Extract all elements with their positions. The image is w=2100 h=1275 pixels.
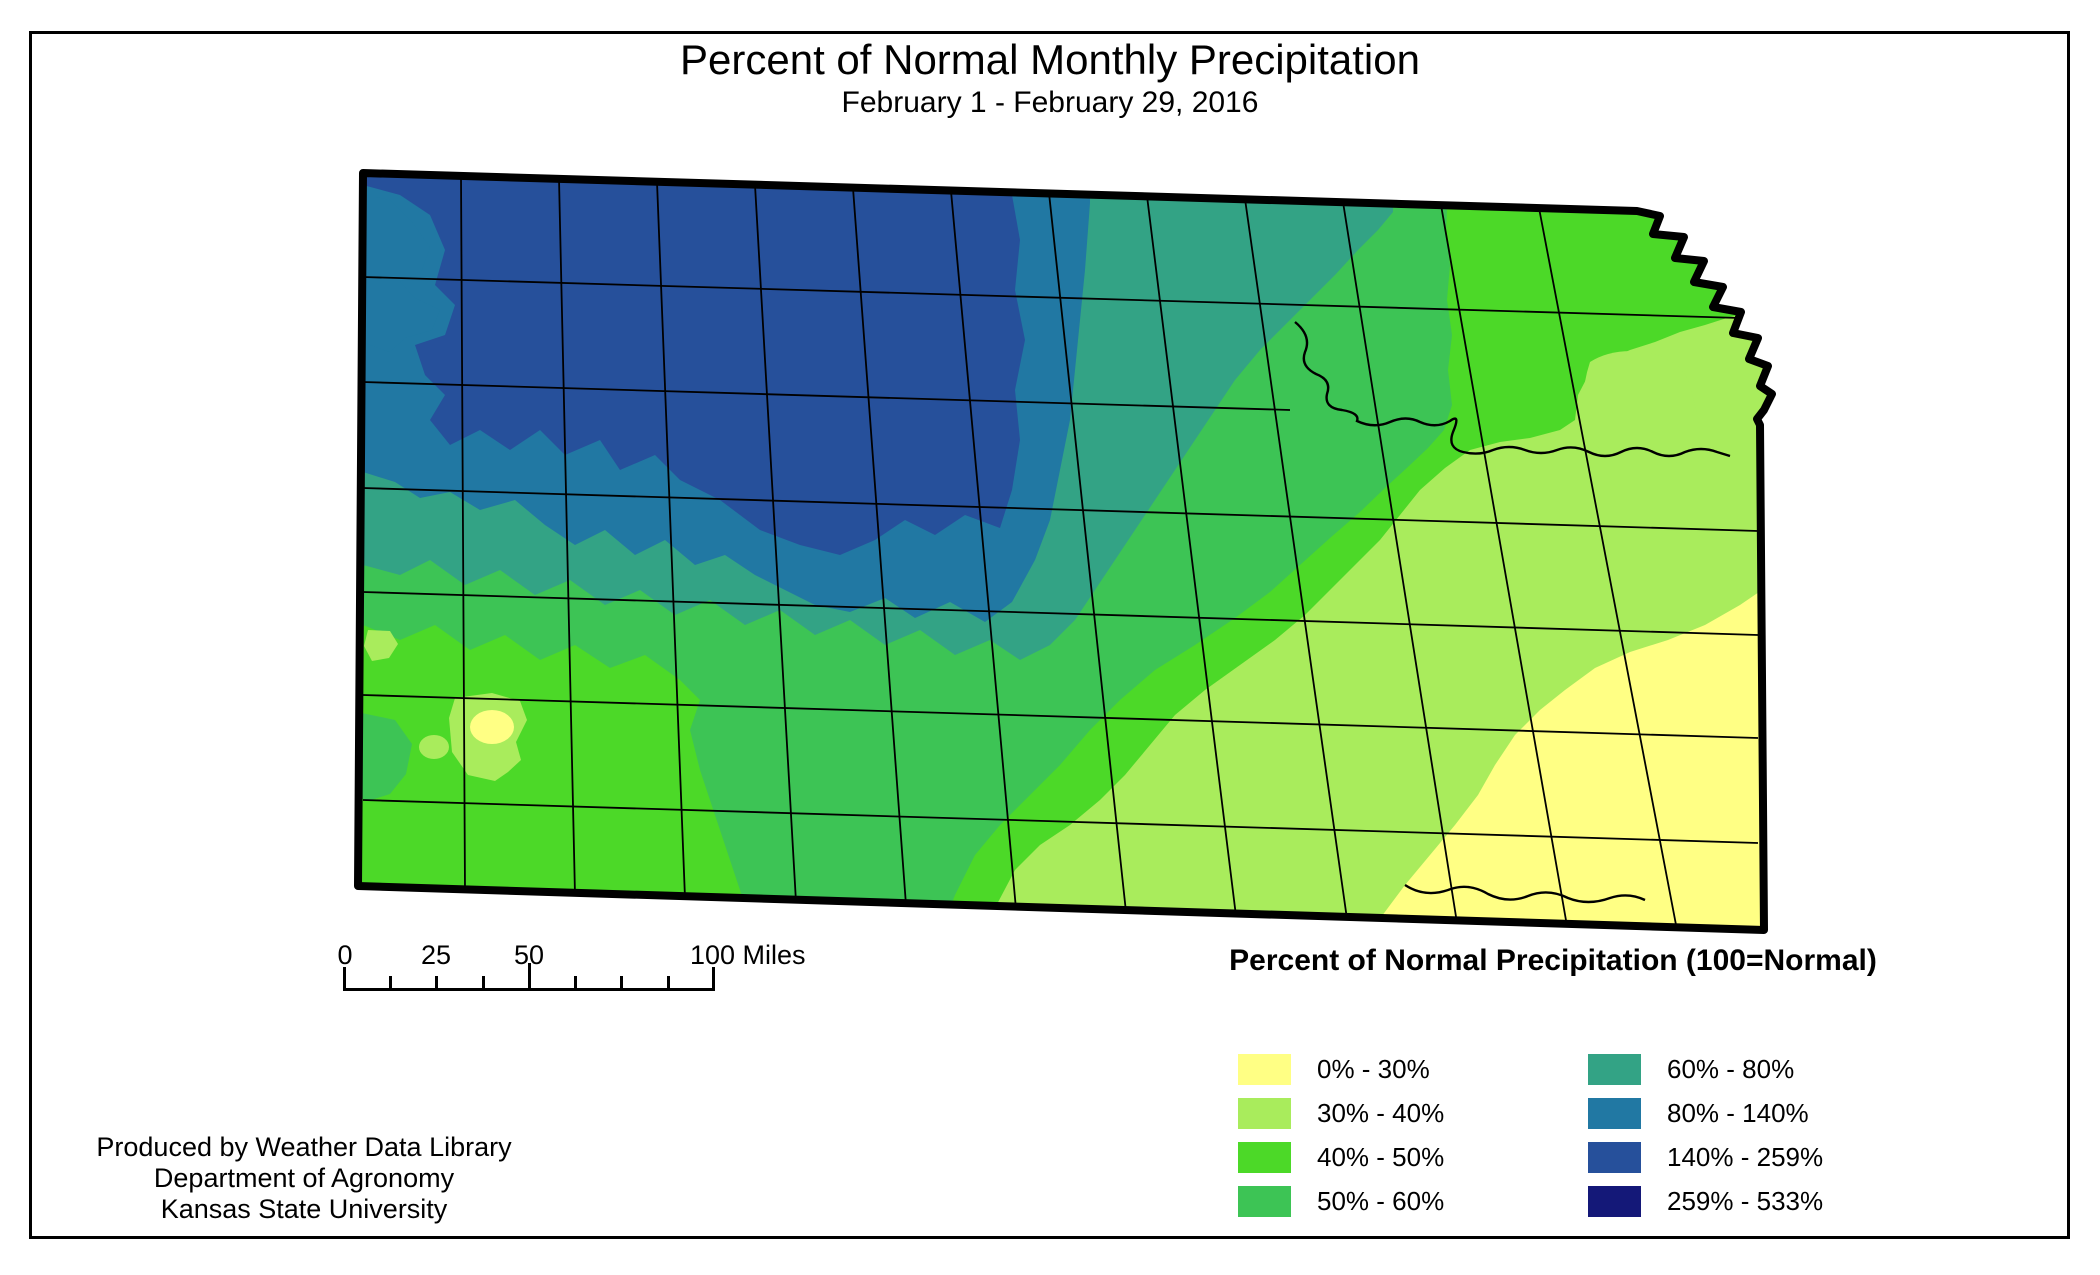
credits-line-2: Department of Agronomy xyxy=(153,1163,455,1193)
legend-item-40-50: 40% - 50% xyxy=(1238,1141,1444,1173)
map-patch-30-40-a xyxy=(364,630,398,661)
legend-swatch-80-140 xyxy=(1588,1097,1641,1129)
legend-swatch-0-30 xyxy=(1238,1053,1291,1085)
date-range-subtitle: February 1 - February 29, 2016 xyxy=(841,86,1259,119)
scale-label-0: 0 xyxy=(337,940,353,970)
scale-tick xyxy=(435,976,438,988)
legend-label-60-80: 60% - 80% xyxy=(1667,1053,1795,1084)
map-patch-0-30-small xyxy=(470,710,514,744)
scale-bar: 0 25 50 100 Miles xyxy=(337,940,863,1000)
legend-label-140-259: 140% - 259% xyxy=(1667,1141,1824,1172)
legend-item-259-533: 259% - 533% xyxy=(1588,1185,1823,1217)
map-patch-30-40-c xyxy=(419,735,449,759)
scale-tick xyxy=(389,976,392,988)
map-frame-border xyxy=(29,31,2070,1239)
legend-item-0-30: 0% - 30% xyxy=(1238,1053,1430,1085)
map-patch-30-40-east xyxy=(1582,351,1701,465)
page-title: Percent of Normal Monthly Precipitation xyxy=(680,36,1420,83)
scale-label-100-miles: 100 Miles xyxy=(690,940,806,970)
credits-line-1: Produced by Weather Data Library xyxy=(96,1132,512,1162)
legend-item-30-40: 30% - 40% xyxy=(1238,1097,1444,1129)
scale-tick xyxy=(574,976,577,988)
scale-tick xyxy=(528,963,531,988)
legend-swatch-60-80 xyxy=(1588,1053,1641,1085)
county-boundaries xyxy=(362,175,1759,930)
scale-tick xyxy=(620,976,623,988)
legend-item-60-80: 60% - 80% xyxy=(1588,1053,1794,1085)
credits: Produced by Weather Data Library Departm… xyxy=(56,1132,552,1225)
legend-swatch-259-533 xyxy=(1588,1185,1641,1217)
scale-tick xyxy=(712,967,715,988)
scale-label-25: 25 xyxy=(420,940,452,970)
legend-label-80-140: 80% - 140% xyxy=(1667,1097,1809,1128)
scale-bar-line xyxy=(343,962,715,991)
legend-item-80-140: 80% - 140% xyxy=(1588,1097,1809,1129)
map-patch-50-60-west xyxy=(358,712,412,801)
legend-label-30-40: 30% - 40% xyxy=(1317,1097,1445,1128)
legend-label-259-533: 259% - 533% xyxy=(1667,1185,1824,1216)
legend-swatch-140-259 xyxy=(1588,1141,1641,1173)
river-county-boundaries xyxy=(1294,321,1731,904)
legend-item-50-60: 50% - 60% xyxy=(1238,1185,1444,1217)
legend-label-0-30: 0% - 30% xyxy=(1317,1053,1430,1084)
map-patch-80-140-west xyxy=(358,192,440,352)
scale-tick xyxy=(343,967,346,988)
legend-swatch-50-60 xyxy=(1238,1185,1291,1217)
legend-label-40-50: 40% - 50% xyxy=(1317,1141,1445,1172)
legend-swatch-30-40 xyxy=(1238,1097,1291,1129)
legend-swatch-40-50 xyxy=(1238,1141,1291,1173)
credits-line-3: Kansas State University xyxy=(160,1194,448,1224)
state-border xyxy=(354,169,1776,934)
legend-label-50-60: 50% - 60% xyxy=(1317,1185,1445,1216)
scale-tick xyxy=(482,976,485,988)
legend-item-140-259: 140% - 259% xyxy=(1588,1141,1823,1173)
scale-tick xyxy=(667,976,670,988)
legend-title: Percent of Normal Precipitation (100=Nor… xyxy=(1229,944,1877,977)
